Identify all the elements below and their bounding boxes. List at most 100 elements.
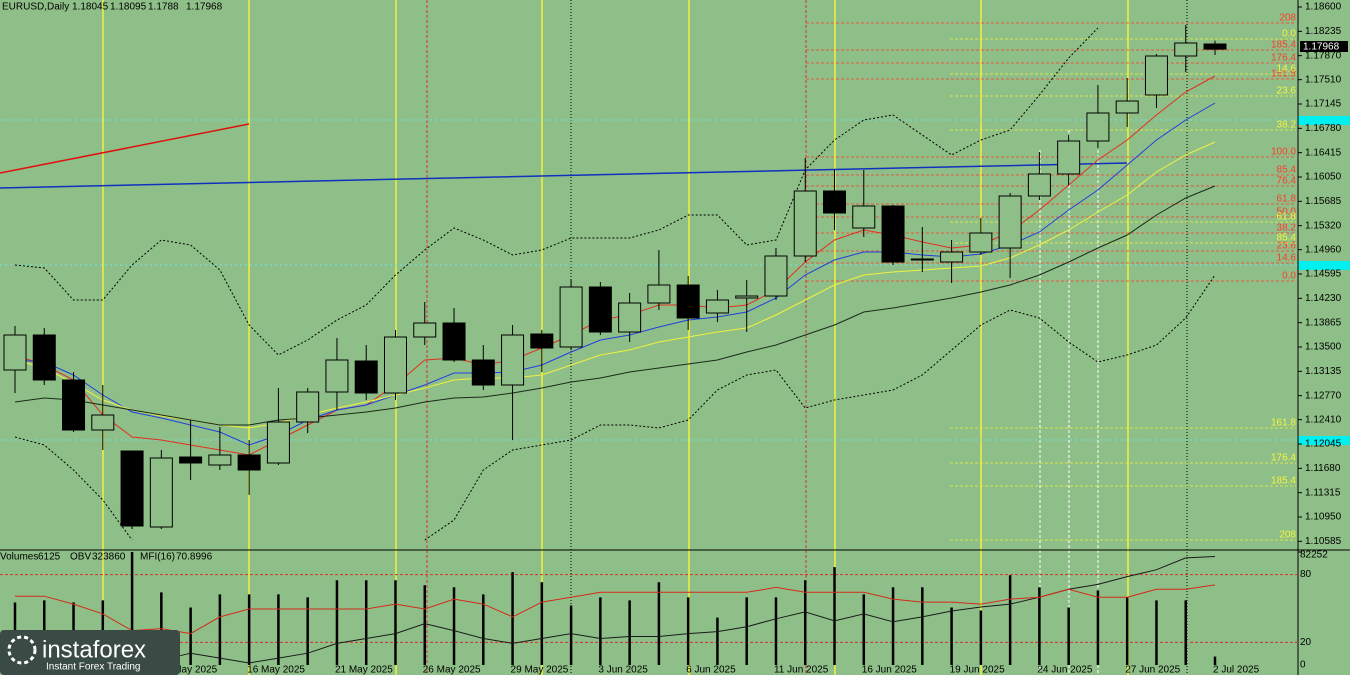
candle-body	[149, 457, 173, 528]
logo: instaforex Instant Forex Trading	[0, 630, 180, 675]
y-tick-label: 1.15320	[1305, 220, 1342, 231]
candle-body	[354, 360, 378, 394]
candle-body	[793, 190, 817, 257]
x-tick-label: 6 Jun 2025	[686, 665, 736, 675]
fib-label: 76.4	[1277, 176, 1297, 187]
fib-label: 185.4	[1271, 476, 1296, 487]
fib-label: 185.4	[1271, 40, 1296, 51]
cyan-boxes	[1298, 116, 1350, 445]
fib-label: 23.6	[1277, 86, 1297, 97]
x-tick-label: 21 May 2025	[335, 665, 393, 675]
x-tick-label: 26 May 2025	[423, 665, 481, 675]
y-tick-label: 1.11315	[1305, 487, 1341, 498]
overlay-line	[14, 185, 1216, 426]
price-box	[1300, 41, 1348, 52]
y-tick-label: 1.10950	[1305, 512, 1342, 523]
header-low: 1.1788	[148, 2, 179, 13]
fib-label: 208	[1279, 530, 1296, 541]
x-tick-label: 29 May 2025	[511, 665, 569, 675]
fib-label: 61.8	[1277, 194, 1297, 205]
y-tick-label: 1.12045	[1305, 439, 1342, 450]
candle-body	[442, 322, 466, 361]
x-tick-label: 13 May 2025	[159, 665, 217, 675]
logo-icon	[7, 635, 37, 665]
y-tick-label: 1.12770	[1305, 390, 1342, 401]
candle-body	[325, 359, 349, 393]
x-tick-label: 27 Jun 2025	[1125, 665, 1180, 675]
candle-body	[383, 336, 407, 394]
fib-label: 161.8	[1271, 418, 1296, 429]
candle-body	[764, 255, 788, 297]
candle-body	[120, 450, 144, 527]
header-close: 1.17968	[186, 2, 223, 13]
indicator-name: MFI(16)	[140, 552, 175, 563]
candle-body	[1115, 100, 1139, 114]
y-tick-label: 1.16415	[1305, 147, 1342, 158]
logo-box	[0, 630, 180, 675]
candle-body	[530, 333, 554, 349]
candle-body	[559, 286, 583, 348]
candle-body	[1057, 140, 1081, 175]
candle-body	[998, 195, 1022, 249]
header-high: 1.18095	[110, 2, 147, 13]
overlay-line	[14, 27, 1099, 356]
y-tick-label: 1.14595	[1305, 269, 1342, 280]
y-tick-label: 1.12410	[1305, 414, 1342, 425]
indicator-line	[14, 556, 1216, 664]
y-tick-label: 1.16050	[1305, 172, 1342, 183]
y-tick-label: 1.18235	[1305, 26, 1342, 37]
y-tick-label: 1.10585	[1305, 536, 1342, 547]
x-tick-label: 16 Jun 2025	[862, 665, 917, 675]
fib-label: 38.2	[1277, 223, 1297, 234]
fib-label: 85.4	[1277, 165, 1297, 176]
fib-label: 85.4	[1277, 233, 1297, 244]
x-tick-label: 3 Jun 2025	[598, 665, 648, 675]
y-tick-label: 1.17510	[1305, 74, 1342, 85]
candle-body	[735, 295, 759, 299]
fib-label: 176.4	[1271, 53, 1296, 64]
candle-body	[1174, 42, 1198, 57]
y-tick-label: 1.15685	[1305, 196, 1342, 207]
indicator-name: Volumes	[0, 552, 38, 563]
fib-label: 23.6	[1277, 241, 1297, 252]
candle-body	[823, 190, 847, 214]
candle-body	[1144, 55, 1168, 96]
candle-body	[910, 258, 934, 261]
candle-body	[618, 302, 642, 333]
fib-label: 0.0	[1282, 271, 1296, 282]
candle-body	[91, 414, 115, 431]
y-tick-label: 1.18600	[1305, 2, 1342, 13]
fib-label: 161.8	[1271, 69, 1296, 80]
x-tick-label: 16 May 2025	[247, 665, 305, 675]
fib-label: 0.0	[1282, 29, 1296, 40]
candle-body	[237, 454, 261, 471]
fib-label: 100.0	[1271, 147, 1296, 158]
candle-body	[1203, 43, 1227, 50]
overlay-line	[14, 274, 1216, 541]
indicator-line	[15, 584, 1216, 635]
candle-body	[940, 251, 964, 263]
symbol: EURUSD,Daily	[2, 2, 69, 13]
candle-body	[296, 391, 320, 423]
fib-label: 61.8	[1277, 212, 1297, 223]
fib-label: 14.6	[1277, 253, 1297, 264]
candle-body	[1086, 112, 1110, 142]
y-tick-label: 1.14960	[1305, 244, 1342, 255]
candle-body	[647, 284, 671, 304]
header-open: 1.18045	[72, 2, 109, 13]
y-tick-label: 80	[1300, 569, 1312, 580]
y-tick-label: 1.16780	[1305, 123, 1342, 134]
logo-brand: instaforex	[42, 636, 146, 663]
candle-body	[3, 334, 27, 371]
y-tick-label: 1.17870	[1305, 50, 1342, 61]
fib-label: 176.4	[1271, 453, 1296, 464]
fib-label: 208	[1279, 13, 1296, 24]
candle-body	[969, 232, 993, 253]
trend-line	[0, 123, 250, 174]
y-tick-label: 0	[1300, 660, 1306, 671]
